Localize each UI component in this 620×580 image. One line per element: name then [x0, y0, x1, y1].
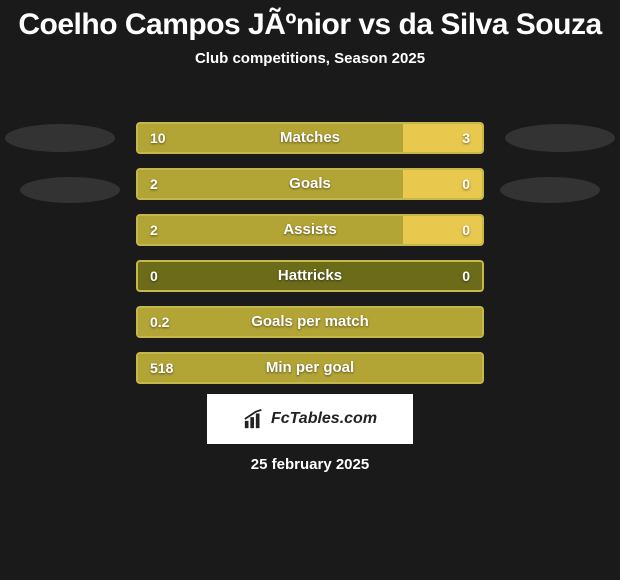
footer-date: 25 february 2025	[251, 456, 369, 473]
stat-row: Min per goal518	[136, 352, 484, 384]
player-shadow-left-2	[20, 177, 120, 203]
player-shadow-right-2	[500, 177, 600, 203]
stat-value-left: 0	[150, 262, 158, 290]
stat-label: Hattricks	[138, 262, 482, 290]
stat-row: Goals per match0.2	[136, 306, 484, 338]
stat-value-left: 2	[150, 216, 158, 244]
brand-text: FcTables.com	[271, 410, 377, 428]
stat-label: Assists	[138, 216, 482, 244]
player-shadow-right-1	[505, 124, 615, 152]
stat-value-right: 0	[462, 262, 470, 290]
stat-label: Goals per match	[138, 308, 482, 336]
stat-row: Goals2 0	[136, 168, 484, 200]
stat-value-left: 10	[150, 124, 166, 152]
stats-container: Matches103Goals20Assists20Hattricks00Goa…	[136, 122, 484, 398]
stat-row: Hattricks0 0	[136, 260, 484, 292]
stat-label: Matches	[138, 124, 482, 152]
stat-value-left: 518	[150, 354, 173, 382]
stat-value-right: 0	[462, 170, 470, 198]
stat-value-right: 0	[462, 216, 470, 244]
stat-value-left: 2	[150, 170, 158, 198]
header: Coelho Campos JÃºnior vs da Silva Souza …	[0, 0, 620, 67]
stat-label: Min per goal	[138, 354, 482, 382]
stat-label: Goals	[138, 170, 482, 198]
stat-row: Assists2 0	[136, 214, 484, 246]
stat-value-right: 3	[462, 124, 470, 152]
page-subtitle: Club competitions, Season 2025	[0, 50, 620, 67]
page-title: Coelho Campos JÃºnior vs da Silva Souza	[0, 8, 620, 42]
player-shadow-left-1	[5, 124, 115, 152]
chart-icon	[243, 408, 265, 430]
stat-row: Matches10 3	[136, 122, 484, 154]
brand-badge: FcTables.com	[207, 394, 413, 444]
stat-value-left: 0.2	[150, 308, 169, 336]
